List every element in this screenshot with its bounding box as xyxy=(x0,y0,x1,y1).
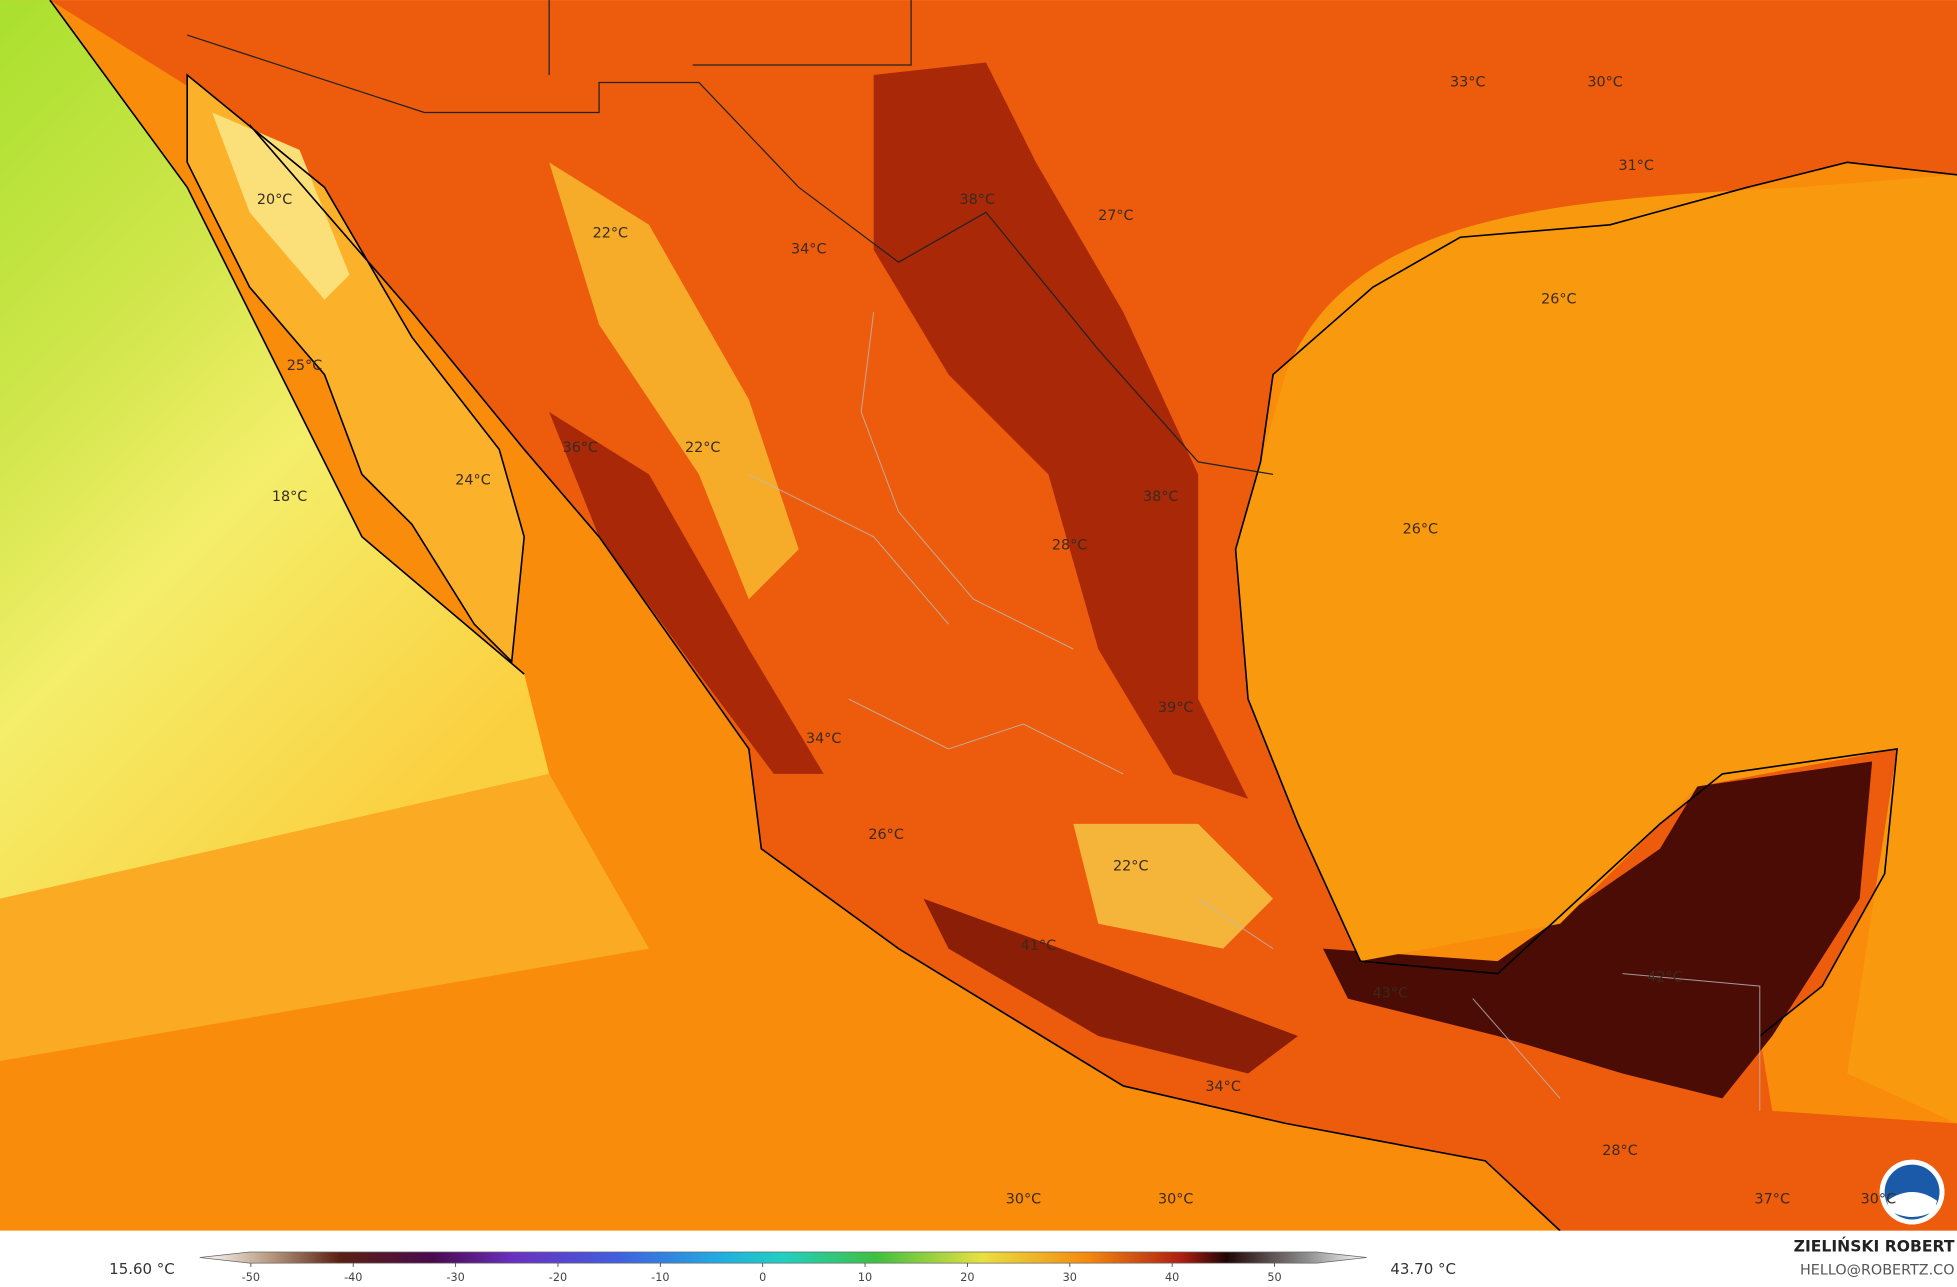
colorbar: -50 -40 -30 -20 -10 0 10 20 30 40 50 xyxy=(199,1251,1367,1284)
hot-zone-yucatan xyxy=(1322,761,1873,1099)
colorbar-tick-label: 10 xyxy=(858,1271,872,1284)
temperature-label: 36°C xyxy=(563,440,598,456)
temperature-label: 20°C xyxy=(257,192,292,208)
temperature-label: 33°C xyxy=(1450,74,1485,90)
noaa-logo xyxy=(1879,1159,1945,1225)
colorbar-tick-label: 50 xyxy=(1267,1271,1281,1284)
colorbar-body xyxy=(199,1251,1367,1264)
temperature-label: 43°C xyxy=(1373,986,1408,1002)
temperature-label: 30°C xyxy=(1861,1192,1896,1208)
temperature-label: 28°C xyxy=(1602,1143,1637,1159)
temperature-label: 41°C xyxy=(1021,938,1056,954)
colorbar-tick-label: 40 xyxy=(1165,1271,1179,1284)
coastline xyxy=(49,0,1957,1232)
colorbar-tick-label: 20 xyxy=(960,1271,974,1284)
hot-zone-west xyxy=(549,411,824,774)
temperature-label: 28°C xyxy=(1052,538,1087,554)
pacific-cool xyxy=(0,0,550,899)
credit-author: ZIELIŃSKI ROBERT xyxy=(1794,1236,1955,1255)
colorbar-tick-label: -50 xyxy=(242,1271,260,1284)
temperature-label: 22°C xyxy=(1113,858,1148,874)
max-label: 43.70 °C xyxy=(1390,1260,1456,1278)
min-label: 15.60 °C xyxy=(109,1260,175,1278)
hot-zone-south xyxy=(923,898,1299,1074)
colorbar-tick-label: -40 xyxy=(344,1271,362,1284)
colorbar-tick-label: -30 xyxy=(446,1271,464,1284)
temperature-label: 38°C xyxy=(1143,489,1178,505)
colorbar-tick-label: -20 xyxy=(549,1271,567,1284)
temperature-label: 22°C xyxy=(685,440,720,456)
temperature-label: 27°C xyxy=(1098,208,1133,224)
hot-zone-north xyxy=(873,62,1249,799)
temperature-label: 30°C xyxy=(1158,1192,1193,1208)
sierra-cool xyxy=(549,162,799,600)
temperature-label: 39°C xyxy=(1158,700,1193,716)
temperature-label: 24°C xyxy=(455,473,490,489)
temperature-label: 34°C xyxy=(1205,1079,1240,1095)
temperature-label: 34°C xyxy=(806,731,841,747)
map-labels: 33°C 30°C 31°C 38°C 27°C 20°C 22°C 34°C 26°C 25°C… xyxy=(257,74,1896,1207)
credit-email: HELLO@ROBERTZ.CO xyxy=(1800,1263,1954,1279)
land xyxy=(49,0,1957,1231)
temperature-label: 38°C xyxy=(960,192,995,208)
state-borders xyxy=(748,312,1761,1111)
map-layers xyxy=(0,0,1957,1232)
colorbar-tick-label: -10 xyxy=(651,1271,669,1284)
temperature-label: 26°C xyxy=(1541,292,1576,308)
temperature-label: 30°C xyxy=(1587,74,1622,90)
temperature-label: 37°C xyxy=(1755,1192,1790,1208)
temperature-label: 30°C xyxy=(1006,1192,1041,1208)
temperature-label: 25°C xyxy=(287,358,322,374)
baja-cool xyxy=(212,112,350,300)
gulf-of-mexico xyxy=(1235,174,1957,1124)
temperature-label: 26°C xyxy=(1403,521,1438,537)
temperature-label: 26°C xyxy=(868,827,903,843)
borders xyxy=(187,0,1274,475)
temperature-label: 31°C xyxy=(1619,158,1654,174)
pacific-warm xyxy=(0,773,650,1061)
temperature-label: 22°C xyxy=(593,226,628,242)
temperature-label: 42°C xyxy=(1647,969,1682,985)
temperature-label: 34°C xyxy=(791,242,826,258)
colorbar-tick-label: 0 xyxy=(759,1271,766,1284)
temperature-label: 18°C xyxy=(272,489,307,505)
colorbar-tick-label: 30 xyxy=(1063,1271,1077,1284)
central-highlands xyxy=(1073,823,1274,949)
